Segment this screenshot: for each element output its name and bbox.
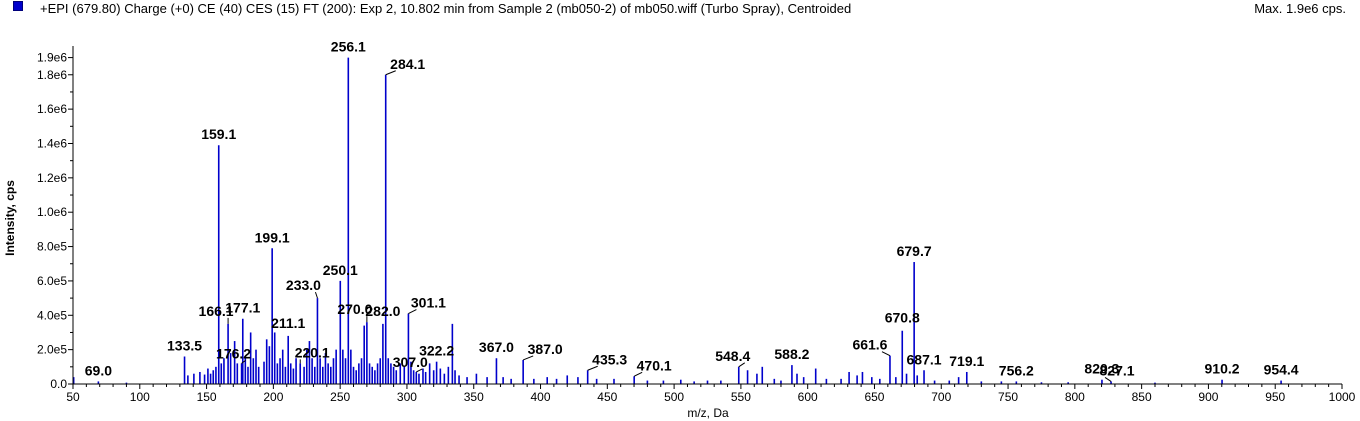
x-tick-label: 200 [263, 390, 283, 404]
y-tick-label: 1.4e6 [37, 136, 67, 150]
y-tick-label: 0.0 [50, 377, 67, 391]
peak-label: 910.2 [1205, 361, 1240, 377]
peak-label: 679.7 [897, 243, 932, 259]
x-tick-label: 850 [1132, 390, 1152, 404]
peak-label-leader [587, 365, 598, 371]
x-tick-label: 750 [998, 390, 1018, 404]
peak-label: 387.0 [528, 341, 563, 357]
peak-label: 176.2 [216, 345, 251, 361]
peak-label: 719.1 [949, 353, 984, 369]
y-tick-label: 1.0e6 [37, 205, 67, 219]
peak-label: 199.1 [255, 229, 290, 245]
peak-label: 69.0 [85, 362, 112, 378]
peak-label-leader [738, 362, 746, 368]
peak-label: 133.5 [167, 338, 202, 354]
x-tick-label: 500 [664, 390, 684, 404]
peak-bars [72, 57, 1282, 384]
peak-label: 687.1 [907, 351, 942, 367]
peak-label: 284.1 [390, 56, 425, 72]
peak-label: 256.1 [331, 39, 366, 55]
peak-label: 233.0 [286, 277, 321, 293]
x-tick-label: 450 [597, 390, 617, 404]
x-tick-label: 650 [864, 390, 884, 404]
spectrum-title: +EPI (679.80) Charge (+0) CE (40) CES (1… [40, 1, 852, 16]
peak-label-leader [881, 351, 891, 357]
x-tick-label: 350 [464, 390, 484, 404]
x-axis-ticks: 50 100 150 200 250 300 350 400 450 500 550 600 650 70… [66, 384, 1356, 404]
peak-label-leader [314, 291, 318, 299]
peak-label: 307.0 [393, 354, 428, 370]
peak-label: 820.3 [1084, 361, 1119, 377]
x-tick-label: 400 [531, 390, 551, 404]
peak-label: 670.8 [885, 310, 920, 326]
y-tick-label: 1.9e6 [37, 51, 67, 65]
x-tick-label: 950 [1265, 390, 1285, 404]
peak-label: 159.1 [201, 126, 236, 142]
x-tick-label: 100 [130, 390, 150, 404]
peak-label-leader [633, 371, 643, 377]
peak-label: 954.4 [1264, 362, 1299, 378]
peak-label: 282.0 [365, 303, 400, 319]
peak-label: 211.1 [271, 315, 305, 331]
peak-label: 756.2 [999, 362, 1034, 378]
peak-label-leader [408, 309, 417, 315]
x-tick-label: 300 [397, 390, 417, 404]
peak-label-leader [522, 355, 534, 361]
y-tick-label: 1.8e6 [37, 68, 67, 82]
chart-header: +EPI (679.80) Charge (+0) CE (40) CES (1… [0, 0, 1360, 18]
peak-label: 177.1 [225, 300, 260, 316]
x-axis-title: m/z, Da [687, 406, 729, 420]
x-tick-label: 550 [731, 390, 751, 404]
x-tick-label: 700 [931, 390, 951, 404]
y-tick-label: 8.0e5 [37, 240, 67, 254]
axes [72, 46, 1342, 385]
y-tick-label: 4.0e5 [37, 308, 67, 322]
peak-label-leader [385, 70, 396, 76]
y-tick-label: 2.0e5 [37, 343, 67, 357]
peak-label: 661.6 [852, 337, 887, 353]
x-tick-label: 1000 [1329, 390, 1356, 404]
y-tick-label: 1.2e6 [37, 171, 67, 185]
x-tick-label: 600 [798, 390, 818, 404]
x-tick-label: 50 [66, 390, 80, 404]
peak-label: 250.1 [323, 262, 358, 278]
peak-label: 322.2 [419, 343, 454, 359]
peak-label-leader [416, 368, 423, 373]
peak-labels: 69.0 133.5 159.1 166.1 176.2 177.1 199.1 211.1 2… [85, 39, 1299, 382]
peak-label: 270.0 [337, 301, 372, 317]
y-tick-label: 1.6e6 [37, 102, 67, 116]
x-tick-label: 150 [197, 390, 217, 404]
max-intensity-label: Max. 1.9e6 cps. [1254, 1, 1346, 16]
peak-label: 435.3 [592, 351, 627, 367]
peak-label: 166.1 [199, 303, 234, 319]
peak-label-leader [1104, 377, 1112, 382]
series-color-swatch [13, 1, 23, 11]
peak-label: 367.0 [479, 339, 514, 355]
x-tick-label: 250 [330, 390, 350, 404]
y-axis-title: Intensity, cps [3, 180, 17, 256]
y-tick-label: 6.0e5 [37, 274, 67, 288]
x-tick-label: 800 [1065, 390, 1085, 404]
x-tick-label: 900 [1198, 390, 1218, 404]
peak-label: 548.4 [715, 348, 750, 364]
peak-label: 588.2 [774, 346, 809, 362]
peak-label: 470.1 [637, 357, 672, 373]
peak-label: 220.1 [295, 344, 330, 360]
peak-label-leader [241, 359, 246, 364]
peak-label: 827.1 [1100, 362, 1135, 378]
y-axis-ticks: 0.0 2.0e5 4.0e5 6.0e5 8.0e5 1.0e6 1.2e6 1.4e6 1.… [37, 51, 73, 391]
peak-label: 301.1 [411, 295, 446, 311]
